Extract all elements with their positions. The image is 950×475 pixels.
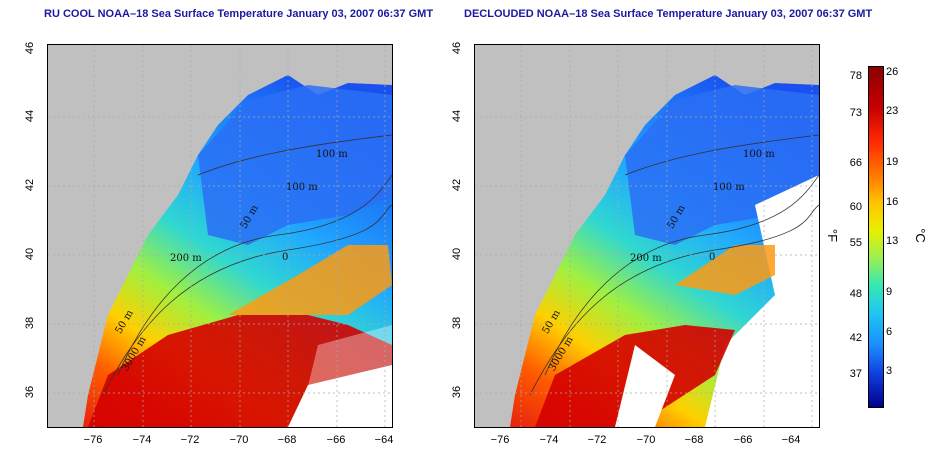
celsius-unit-label: °C (912, 228, 928, 243)
y-tick-label: 40 (451, 247, 463, 261)
colorbar-celsius-tick: 13 (886, 235, 899, 247)
x-tick-label: −76 (490, 434, 510, 446)
raw-sst-map: 100 m 100 m 50 m 200 m 50 m 3000 m 0 (48, 45, 392, 427)
colorbar-fahrenheit-tick: 55 (849, 237, 862, 249)
colorbar-fahrenheit-tick: 48 (849, 288, 862, 300)
x-tick-label: −64 (374, 434, 394, 446)
y-tick-label: 42 (451, 178, 463, 192)
y-tick-label: 44 (24, 109, 36, 123)
y-tick-label: 38 (24, 316, 36, 330)
contour-label: 200 m (630, 253, 662, 264)
x-tick-label: −68 (277, 434, 297, 446)
x-tick-label: −66 (326, 434, 346, 446)
y-tick-label: 36 (24, 385, 36, 399)
colorbar-celsius-tick: 16 (886, 196, 899, 208)
declouded-sst-map-panel: 100 m 100 m 50 m 200 m 50 m 3000 m 0 (474, 44, 820, 428)
left-map-title: RU COOL NOAA–18 Sea Surface Temperature … (44, 8, 434, 20)
x-tick-label: −74 (539, 434, 559, 446)
y-tick-label: 46 (24, 41, 36, 55)
y-tick-label: 40 (24, 247, 36, 261)
y-tick-label: 36 (451, 385, 463, 399)
y-tick-label: 46 (451, 41, 463, 55)
temperature-colorbar (868, 66, 884, 408)
declouded-sst-map: 100 m 100 m 50 m 200 m 50 m 3000 m 0 (475, 45, 819, 427)
contour-label: 100 m (286, 182, 318, 193)
contour-label: 100 m (743, 149, 775, 160)
colorbar-fahrenheit-tick: 66 (849, 157, 862, 169)
contour-label: 100 m (316, 149, 348, 160)
colorbar-celsius-tick: 3 (886, 365, 893, 377)
y-tick-label: 38 (451, 316, 463, 330)
colorbar-fahrenheit-tick: 73 (849, 107, 862, 119)
colorbar-celsius-tick: 23 (886, 105, 899, 117)
colorbar-celsius-tick: 9 (886, 286, 893, 298)
y-tick-label: 42 (24, 178, 36, 192)
x-tick-label: −70 (636, 434, 656, 446)
x-tick-label: −76 (83, 434, 103, 446)
x-tick-label: −70 (229, 434, 249, 446)
contour-label: 200 m (170, 253, 202, 264)
x-tick-label: −74 (132, 434, 152, 446)
colorbar-fahrenheit-tick: 37 (849, 368, 862, 380)
x-tick-label: −66 (733, 434, 753, 446)
colorbar-fahrenheit-tick: 60 (849, 201, 862, 213)
right-map-title: DECLOUDED NOAA–18 Sea Surface Temperatur… (464, 8, 873, 20)
contour-label: 100 m (713, 182, 745, 193)
colorbar-fahrenheit-tick: 42 (849, 332, 862, 344)
colorbar-celsius-tick: 6 (886, 326, 893, 338)
colorbar-fahrenheit-tick: 78 (849, 70, 862, 82)
colorbar-celsius-tick: 26 (886, 66, 899, 78)
x-tick-label: −72 (180, 434, 200, 446)
fahrenheit-unit-label: °F (825, 228, 841, 243)
raw-sst-map-panel: 100 m 100 m 50 m 200 m 50 m 3000 m 0 (47, 44, 393, 428)
land-mass (475, 45, 819, 427)
land-mass (48, 45, 392, 427)
x-tick-label: −68 (684, 434, 704, 446)
x-tick-label: −64 (781, 434, 801, 446)
colorbar-celsius-tick: 19 (886, 156, 899, 168)
x-tick-label: −72 (587, 434, 607, 446)
cloud-mask (705, 175, 819, 427)
contour-label: 0 (709, 252, 715, 263)
contour-label: 0 (282, 252, 288, 263)
y-tick-label: 44 (451, 109, 463, 123)
